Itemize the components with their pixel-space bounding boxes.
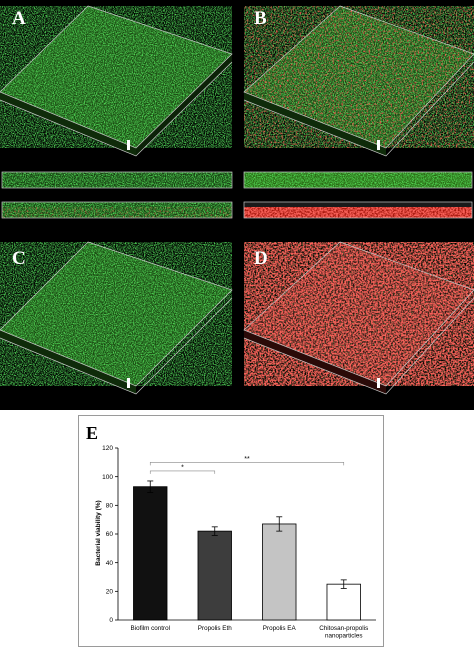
x-tick-label: Propolis Eth [198, 625, 232, 632]
bar [197, 530, 232, 621]
panel-a-scale-marker [127, 140, 130, 150]
significance-bracket [149, 470, 216, 474]
bar-chart: E Bacterial viability (%) 0 20 40 60 80 100 12… [78, 415, 384, 647]
y-tick-label: 80 [106, 503, 114, 510]
panel-a-image [0, 5, 233, 157]
panel-c-image [0, 241, 233, 395]
panel-label-e: E [86, 423, 98, 443]
significance-label: * [181, 464, 184, 471]
bar [133, 486, 168, 621]
panel-label-b: B [254, 8, 267, 29]
y-tick-label: 120 [102, 445, 113, 452]
panel-a-cross-sections [1, 171, 233, 219]
y-tick-label: 0 [109, 617, 113, 624]
x-tick-label: Propolis EA [263, 625, 297, 632]
panel-b-cross-sections [243, 171, 473, 219]
bar [262, 523, 297, 621]
bar [326, 583, 361, 621]
significance-bracket [149, 462, 345, 466]
y-tick-label: 60 [106, 531, 114, 538]
y-axis-label: Bacterial viability (%) [95, 500, 102, 565]
x-tick-label: Chitosan-propolis [319, 625, 368, 632]
x-tick-label: nanoparticles [325, 633, 362, 640]
y-tick-label: 20 [106, 589, 114, 596]
panel-d-image [243, 241, 474, 395]
y-tick-label: 40 [106, 560, 114, 567]
panel-e-chart: E Bacterial viability (%) 0 20 40 60 80 100 12… [78, 415, 384, 647]
y-tick-label: 100 [102, 474, 113, 481]
x-tick-label: Biofilm control [130, 625, 170, 632]
panel-b-image [243, 5, 474, 157]
microscopy-figure [0, 0, 474, 410]
panel-label-c: C [12, 248, 26, 269]
panel-label-d: D [254, 248, 268, 269]
panel-label-a: A [12, 8, 26, 29]
significance-label: ** [244, 456, 250, 463]
